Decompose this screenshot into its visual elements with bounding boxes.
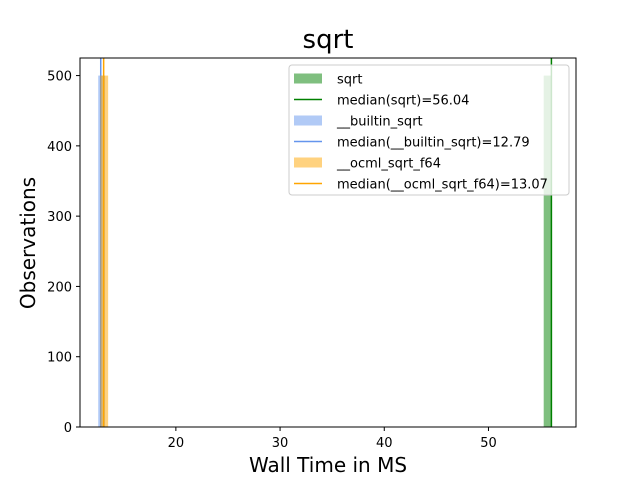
- y-tick-label: 500: [47, 70, 72, 85]
- legend-swatch: [294, 157, 322, 168]
- y-tick-label: 200: [47, 280, 72, 295]
- y-tick-label: 400: [47, 140, 72, 155]
- histogram-bar: [543, 75, 552, 428]
- legend-label: __builtin_sqrt: [336, 115, 423, 130]
- x-tick-label: 50: [480, 436, 497, 451]
- x-axis-label: Wall Time in MS: [249, 453, 407, 477]
- x-tick-label: 30: [272, 436, 289, 451]
- legend-label: median(sqrt)=56.04: [337, 94, 469, 109]
- y-tick-label: 0: [64, 421, 72, 436]
- plot-area: [98, 58, 553, 428]
- y-axis-label: Observations: [16, 177, 40, 309]
- legend-swatch: [294, 73, 322, 84]
- legend-label: __ocml_sqrt_f64: [336, 157, 441, 172]
- legend-label: sqrt: [337, 73, 362, 88]
- x-tick-label: 20: [168, 436, 185, 451]
- legend-label: median(__builtin_sqrt)=12.79: [337, 136, 530, 151]
- y-tick-label: 300: [47, 210, 72, 225]
- legend-label: median(__ocml_sqrt_f64)=13.07: [337, 178, 548, 193]
- legend-swatch: [294, 115, 322, 126]
- axes-frame: [79, 57, 577, 428]
- y-tick-label: 100: [47, 351, 72, 366]
- legend-box: [288, 64, 570, 196]
- x-tick-label: 40: [376, 436, 393, 451]
- legend: sqrt median(sqrt)=56.04 __builtin_sqrtmedi…: [288, 64, 570, 196]
- chart-title: sqrt: [303, 25, 354, 55]
